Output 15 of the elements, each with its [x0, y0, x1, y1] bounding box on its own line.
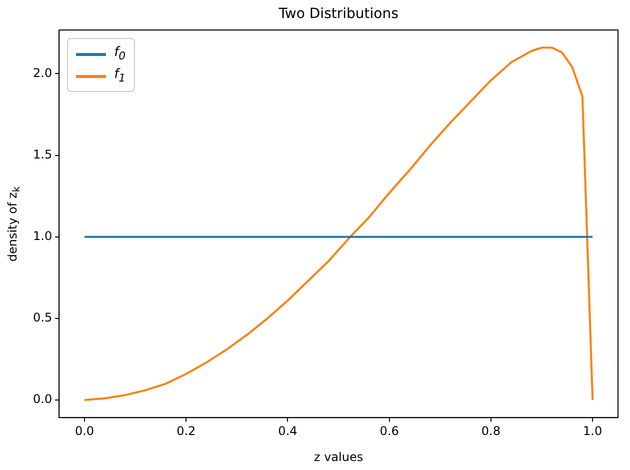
y-tick-label: 1.0 [32, 228, 52, 243]
x-tick-label: 0.2 [176, 424, 196, 438]
x-axis-title: z values [314, 450, 364, 464]
y-tick-label: 0.0 [32, 392, 52, 406]
x-tick-label: 0.0 [74, 424, 94, 438]
y-tick-label: 0.5 [32, 310, 52, 325]
x-tick-label: 0.4 [278, 424, 298, 438]
x-tick-label: 1.0 [583, 424, 602, 438]
legend-label: f$_{0}$ [114, 45, 126, 63]
x-tick-label: 0.6 [380, 424, 399, 438]
legend-label: f$_{1}$ [114, 67, 126, 85]
y-tick-label: 1.5 [32, 147, 52, 162]
x-tick-label: 0.8 [481, 424, 501, 438]
chart-title: Two Distributions [278, 6, 398, 22]
y-tick-label: 2.0 [32, 66, 52, 80]
